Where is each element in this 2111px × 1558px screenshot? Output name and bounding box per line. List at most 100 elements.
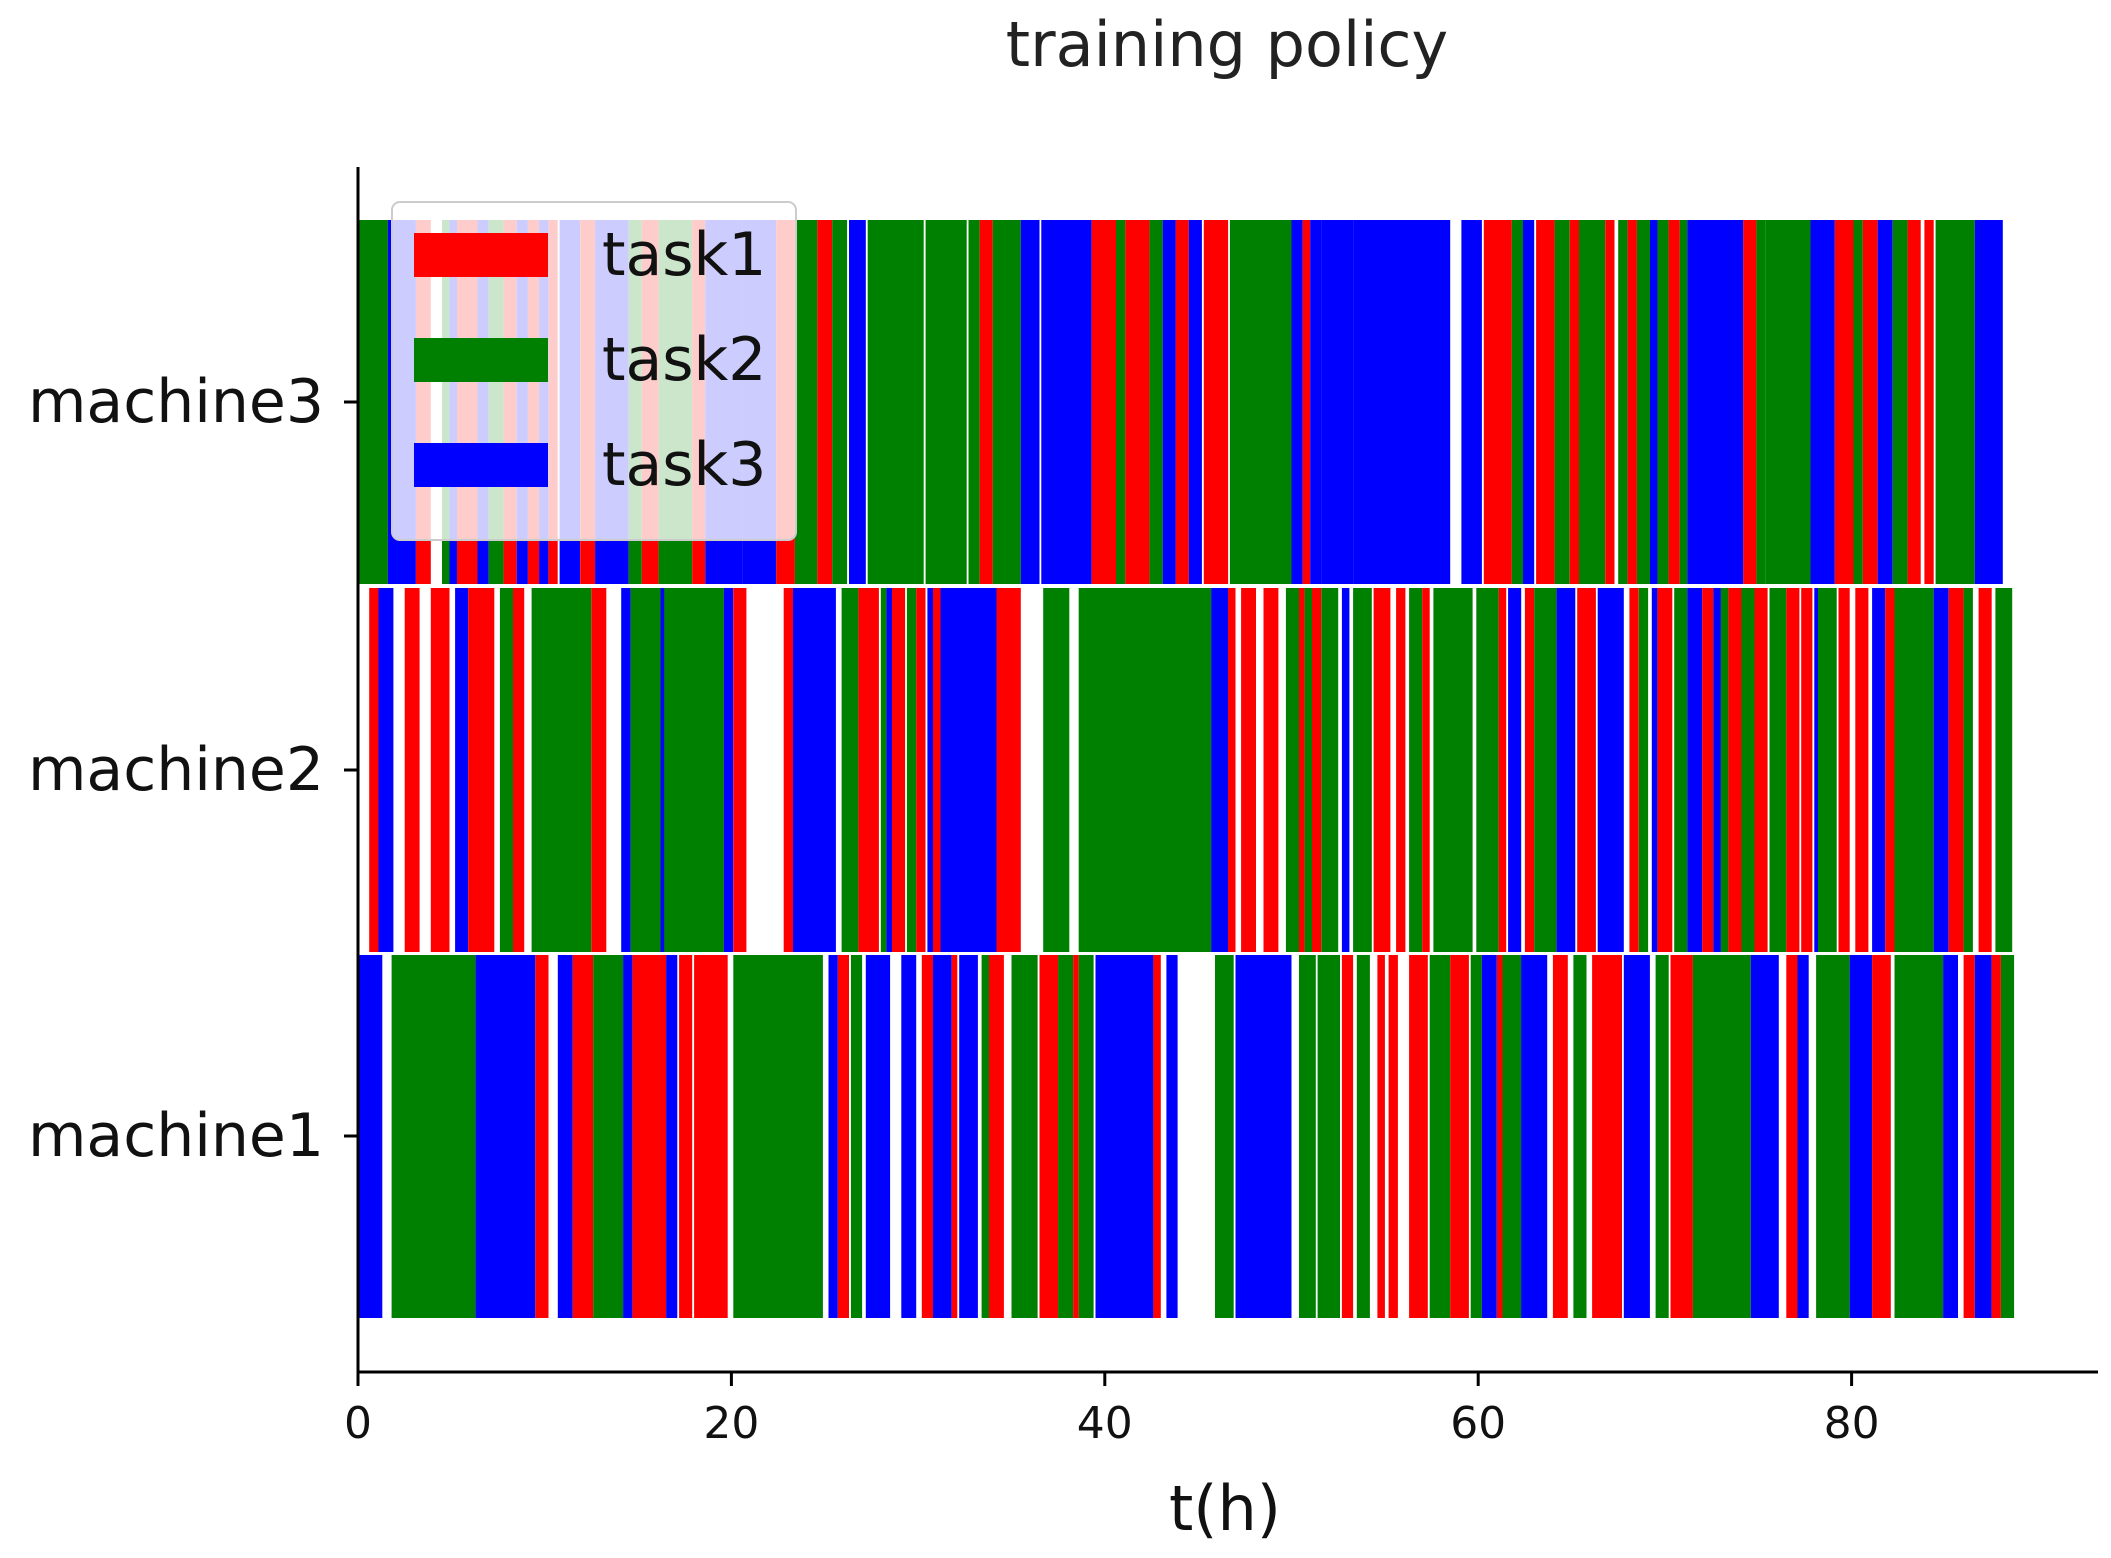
machine2-task1-bar — [1728, 588, 1742, 952]
machine2-task3-bar — [621, 588, 631, 952]
machine2-task1-bar — [783, 588, 793, 952]
machine2-task1-bar — [916, 588, 926, 952]
legend-label-task2: task2 — [602, 325, 766, 395]
machine2-task1-bar — [1657, 588, 1673, 952]
legend-items: task1 task2 task3 — [414, 220, 766, 500]
machine2-task1-bar — [1373, 588, 1391, 952]
machine1-task2-bar — [1429, 955, 1451, 1318]
machine3-task1-bar — [1627, 220, 1637, 584]
machine2-task2-bar — [1285, 588, 1299, 952]
machine1-task2-bar — [1692, 955, 1751, 1318]
machine1-task2-bar — [1317, 955, 1340, 1318]
machine1-task1-bar — [694, 955, 728, 1318]
machine2-task2-bar — [1353, 588, 1372, 952]
chart-title: training policy — [1006, 8, 1448, 81]
machine1-task3-bar — [1095, 955, 1154, 1318]
machine2-task2-bar — [1043, 588, 1070, 952]
machine2-task3-bar — [1687, 588, 1703, 952]
machine3-task1-bar — [1536, 220, 1555, 584]
machine1-task3-bar — [358, 955, 383, 1318]
machine2-task2-bar — [1963, 588, 1973, 952]
machine2-task2-bar — [906, 588, 917, 952]
machine1-task1-bar — [679, 955, 693, 1318]
machine3-task2-bar — [968, 220, 980, 584]
x-axis-label: t(h) — [1169, 1472, 1281, 1545]
machine1-task1-bar — [1592, 955, 1622, 1318]
legend-swatch-task1 — [414, 233, 548, 277]
machine2-task1-bar — [1855, 588, 1869, 952]
machine1-task1-bar — [535, 955, 549, 1318]
machine2-task1-bar — [1978, 588, 1992, 952]
machine1-task1-bar — [1039, 955, 1059, 1318]
machine1-task1-bar — [989, 955, 1004, 1318]
machine3-task2-bar — [1657, 220, 1669, 584]
machine3-task3-bar — [1291, 220, 1303, 584]
machine3-task2-bar — [1679, 220, 1688, 584]
machine2-task2-bar — [1741, 588, 1755, 952]
machine1-task3-bar — [557, 955, 573, 1318]
machine2-task1-bar — [1422, 588, 1430, 952]
machine2-task3-bar — [378, 588, 394, 952]
machine3-task2-bar — [1935, 220, 1975, 584]
machine2-task3-bar — [455, 588, 469, 952]
machine2-task1-bar — [1801, 588, 1813, 952]
machine1-task3-bar — [1521, 955, 1548, 1318]
machine3-task2-bar — [1554, 220, 1570, 584]
machine2-task3-bar — [1933, 588, 1949, 952]
machine3-task2-bar — [1892, 220, 1908, 584]
machine2-task2-bar — [1321, 588, 1339, 952]
machine3-task2-bar — [832, 220, 848, 584]
machine1-task3-bar — [1943, 955, 1958, 1318]
machine1-task2-bar — [391, 955, 476, 1318]
machine2-task1-bar — [1263, 588, 1279, 952]
machine1-task1-bar — [1073, 955, 1079, 1318]
machine1-task1-bar — [1786, 955, 1798, 1318]
machine3-task2-bar — [794, 220, 818, 584]
machine1-task1-bar — [951, 955, 958, 1318]
machine3-task3-bar — [1974, 220, 2003, 584]
x-tick-label: 20 — [703, 1398, 759, 1449]
machine3-task2-bar — [1756, 220, 1766, 584]
machine1-task1-bar — [1872, 955, 1891, 1318]
machine2-task2-bar — [1818, 588, 1837, 952]
machine1-task3-bar — [1974, 955, 1992, 1318]
machine3-task3-bar — [1523, 220, 1535, 584]
machine2-task3-bar — [1341, 588, 1350, 952]
x-tick-label: 0 — [344, 1398, 372, 1449]
machine1-task1-bar — [632, 955, 666, 1318]
legend-swatch-task2 — [414, 338, 548, 382]
machine3-task2-bar — [1116, 220, 1126, 584]
machine3-task3-bar — [849, 220, 866, 584]
machine3-task1-bar — [1924, 220, 1934, 584]
machine2-task2-bar — [1638, 588, 1649, 952]
machine3-task2-bar — [358, 220, 388, 584]
machine2-task1-bar — [733, 588, 747, 952]
machine3-task1-bar — [1569, 220, 1579, 584]
machine1-task2-bar — [850, 955, 863, 1318]
machine3-task1-bar — [1743, 220, 1757, 584]
machine1-task3-bar — [1797, 955, 1809, 1318]
machine2-task2-bar — [1674, 588, 1688, 952]
machine3-task1-bar — [1907, 220, 1921, 584]
machine3-task3-bar — [1321, 220, 1354, 584]
machine1-task1-bar — [921, 955, 933, 1318]
machine3-task3-bar — [1687, 220, 1744, 584]
machine2-task1-bar — [430, 588, 450, 952]
machine1-task2-bar — [1058, 955, 1073, 1318]
machine2-task3-bar — [1211, 588, 1228, 952]
machine2-task3-bar — [723, 588, 734, 952]
machine3-task1-bar — [1862, 220, 1878, 584]
x-tick-label: 40 — [1077, 1398, 1133, 1449]
machine1-task2-bar — [1894, 955, 1943, 1318]
machine3-task1-bar — [1091, 220, 1116, 584]
machine1-task3-bar — [865, 955, 891, 1318]
machine2-task3-bar — [1814, 588, 1818, 952]
machine1-task2-bar — [1215, 955, 1234, 1318]
machine3-task1-bar — [1668, 220, 1680, 584]
machine3-task2-bar — [992, 220, 1021, 584]
machine3-task1-bar — [1834, 220, 1854, 584]
machine2-task3-bar — [1556, 588, 1576, 952]
machine2-task2-bar — [1894, 588, 1934, 952]
machine2-task3-bar — [886, 588, 892, 952]
machine2-task1-bar — [892, 588, 906, 952]
